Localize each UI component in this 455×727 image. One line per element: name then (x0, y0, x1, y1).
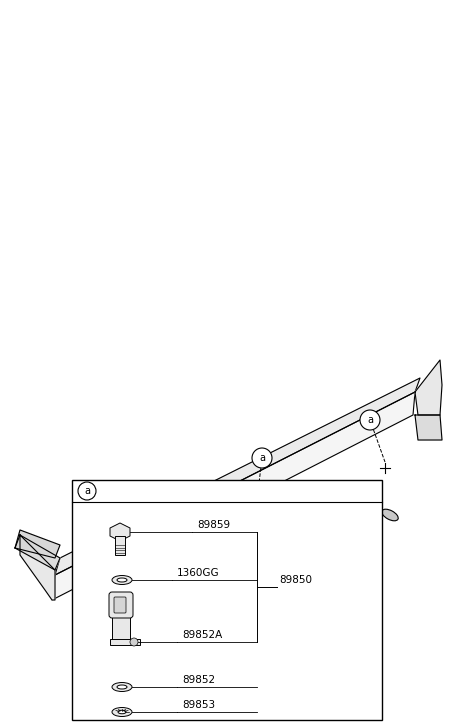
Ellipse shape (381, 509, 397, 521)
Ellipse shape (98, 563, 118, 577)
Ellipse shape (117, 685, 127, 689)
Ellipse shape (195, 533, 214, 547)
Text: 89852: 89852 (182, 675, 215, 685)
Polygon shape (110, 639, 140, 645)
Ellipse shape (359, 487, 379, 501)
Ellipse shape (118, 710, 126, 714)
Ellipse shape (336, 522, 353, 534)
Ellipse shape (112, 707, 131, 717)
Circle shape (252, 448, 271, 468)
FancyBboxPatch shape (109, 592, 133, 618)
Circle shape (78, 482, 96, 500)
Polygon shape (52, 392, 414, 600)
Polygon shape (414, 415, 441, 440)
Polygon shape (15, 530, 60, 558)
Text: 1360GG: 1360GG (177, 568, 219, 578)
Polygon shape (55, 378, 419, 575)
Circle shape (130, 638, 138, 646)
Text: 89850: 89850 (278, 575, 311, 585)
FancyBboxPatch shape (114, 597, 126, 613)
Text: a: a (84, 486, 90, 496)
Ellipse shape (249, 517, 269, 531)
Circle shape (138, 485, 157, 505)
Circle shape (165, 567, 175, 577)
Circle shape (359, 410, 379, 430)
Circle shape (299, 530, 309, 540)
Polygon shape (414, 360, 441, 415)
Ellipse shape (187, 559, 203, 571)
Ellipse shape (117, 578, 127, 582)
Polygon shape (15, 535, 60, 570)
Ellipse shape (112, 576, 131, 585)
Ellipse shape (307, 501, 327, 515)
Ellipse shape (112, 683, 131, 691)
Text: 89852A: 89852A (182, 630, 222, 640)
Text: a: a (145, 490, 151, 500)
Ellipse shape (121, 577, 138, 589)
Text: 89859: 89859 (197, 520, 230, 530)
Text: 89853: 89853 (182, 700, 215, 710)
Ellipse shape (276, 539, 293, 551)
Text: a: a (258, 453, 264, 463)
Polygon shape (115, 536, 125, 555)
Polygon shape (110, 523, 130, 541)
Ellipse shape (145, 549, 165, 563)
Polygon shape (112, 597, 130, 642)
Polygon shape (20, 535, 55, 600)
FancyBboxPatch shape (72, 480, 381, 720)
Text: REF.60-651: REF.60-651 (115, 483, 170, 493)
Text: a: a (366, 415, 372, 425)
Circle shape (234, 549, 244, 559)
